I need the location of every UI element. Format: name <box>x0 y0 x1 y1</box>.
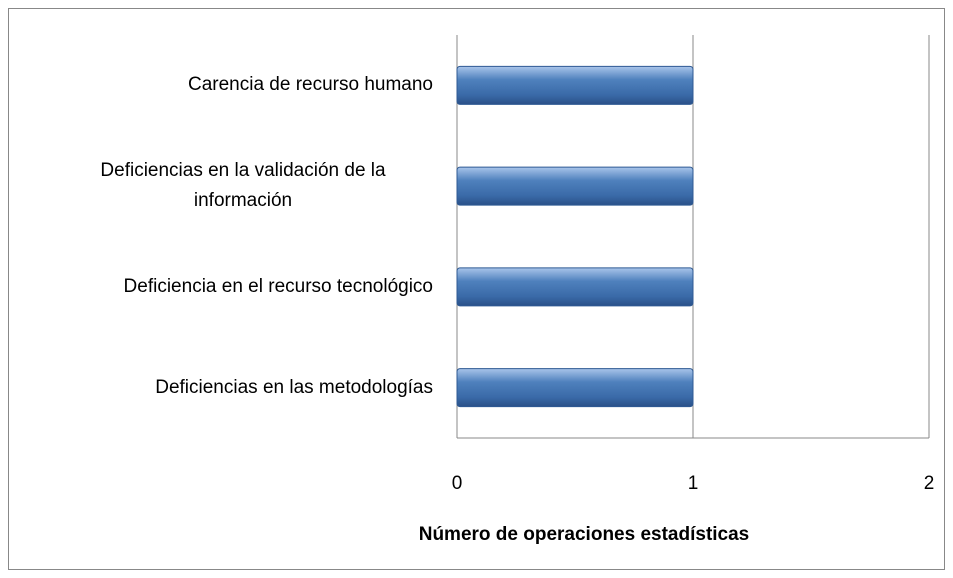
bar <box>456 368 694 408</box>
x-axis-title: Número de operaciones estadísticas <box>419 524 750 545</box>
x-tick-label: 2 <box>924 473 935 494</box>
y-tick-label-box: Deficiencia en el recurso tecnológico <box>13 247 433 327</box>
chart-frame <box>8 8 945 570</box>
bar <box>456 166 694 206</box>
x-tick-label: 1 <box>688 473 699 494</box>
y-tick-label: Deficiencias en las metodologías <box>155 376 433 398</box>
y-tick-label-box: Deficiencias en las metodologías <box>13 348 433 428</box>
y-tick-label: Deficiencias en la validación de la info… <box>100 160 386 212</box>
y-tick-label: Deficiencia en el recurso tecnológico <box>123 275 433 297</box>
y-tick-label: Carencia de recurso humano <box>187 74 433 96</box>
bar <box>456 65 694 105</box>
x-tick-label: 0 <box>452 473 463 494</box>
y-tick-label-box: Carencia de recurso humano <box>13 45 433 125</box>
bar <box>456 267 694 307</box>
y-tick-label-box: Deficiencias en la validación de la info… <box>13 146 433 226</box>
